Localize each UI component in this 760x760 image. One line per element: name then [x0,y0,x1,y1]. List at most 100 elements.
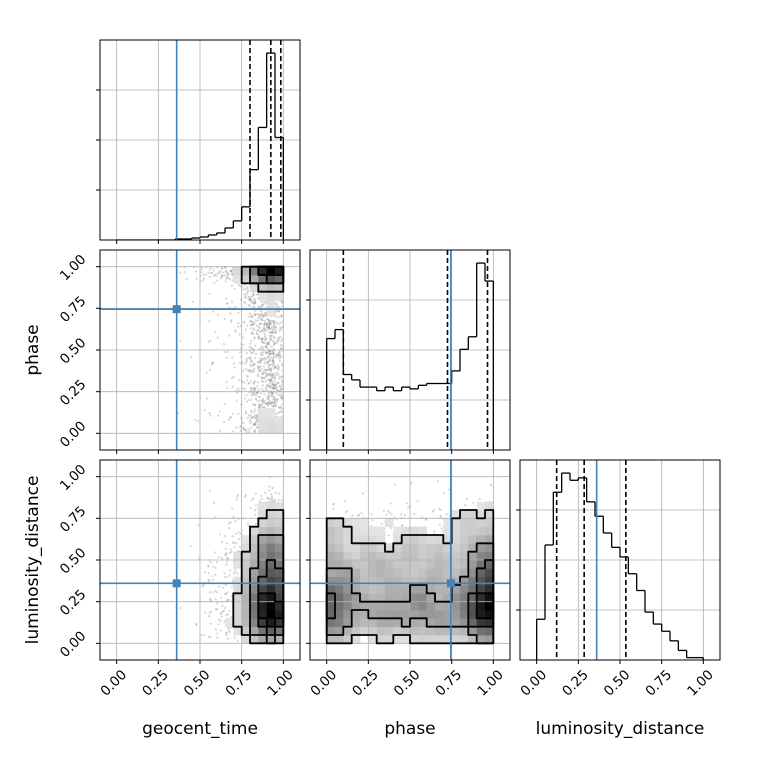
density-cell [258,425,267,434]
sample-point [270,319,273,323]
sample-point [257,367,260,370]
sample-point [267,355,270,358]
sample-point [229,312,232,315]
sample-point [266,326,269,329]
sample-point [245,357,248,360]
sample-point [268,386,271,389]
sample-point [254,299,257,302]
sample-point [254,388,257,391]
sample-point [251,295,254,298]
sample-point [272,361,275,364]
sample-point [273,366,276,369]
sample-point [267,325,270,328]
sample-point [255,332,258,335]
sample-point [251,316,254,319]
sample-point [271,330,274,333]
sample-point [234,305,237,308]
sample-point [242,422,245,425]
sample-point [225,302,229,305]
sample-point [264,387,268,390]
sample-point [249,320,252,323]
sample-point [259,322,262,325]
sample-point [270,334,273,337]
sample-point [261,497,264,500]
sample-point [259,404,262,407]
sample-point [242,369,245,372]
sample-point [223,351,226,354]
sample-point [273,372,276,375]
sample-point [268,323,271,326]
sample-point [205,397,208,400]
sample-point [221,274,224,277]
sample-point [228,277,231,280]
sample-point [265,345,268,348]
sample-point [272,360,275,363]
sample-point [268,321,271,324]
sample-point [233,636,236,640]
sample-point [275,386,278,389]
sample-point [263,377,266,380]
sample-point [226,272,229,275]
sample-point [253,424,257,427]
density-cell [266,425,276,434]
sample-point [236,495,239,498]
sample-point [264,313,268,316]
sample-point [248,428,251,431]
sample-point [252,416,255,419]
sample-point [257,316,260,319]
sample-point [266,401,269,404]
sample-point [261,377,264,380]
sample-point [268,489,271,492]
sample-point [272,343,275,347]
sample-point [244,494,247,497]
sample-point [211,591,214,594]
sample-point [235,498,238,501]
sample-point [271,332,274,335]
sample-point [277,405,280,408]
sample-point [256,361,260,364]
sample-point [209,636,212,639]
sample-point [271,382,274,385]
sample-point [255,324,258,327]
sample-point [275,398,278,401]
sample-point [217,623,220,626]
sample-point [261,337,264,341]
sample-point [216,313,219,316]
sample-point [260,360,263,363]
sample-point [279,384,282,388]
sample-point [252,323,255,326]
sample-point [269,356,273,359]
sample-point [279,354,282,357]
sample-point [229,269,232,272]
sample-point [257,337,261,340]
sample-point [275,302,278,305]
sample-point [229,416,232,419]
sample-point [250,426,253,429]
sample-point [221,267,224,270]
sample-point [271,395,274,398]
sample-point [253,431,256,434]
sample-point [272,401,275,405]
sample-point [244,362,247,365]
sample-point [252,403,255,406]
sample-point [247,382,250,385]
sample-point [277,381,280,385]
sample-point [235,389,238,392]
sample-point [250,301,254,304]
sample-point [248,312,252,315]
sample-point [268,343,271,346]
sample-point [246,291,249,294]
sample-point [260,304,263,307]
sample-point [274,326,277,329]
sample-point [219,429,222,433]
density-cell [258,283,267,292]
sample-point [223,343,226,346]
sample-point [257,395,260,398]
sample-point [277,365,280,368]
sample-point [204,611,207,614]
sample-point [253,367,256,371]
sample-point [216,636,219,639]
sample-point [207,565,210,568]
sample-point [242,321,245,324]
